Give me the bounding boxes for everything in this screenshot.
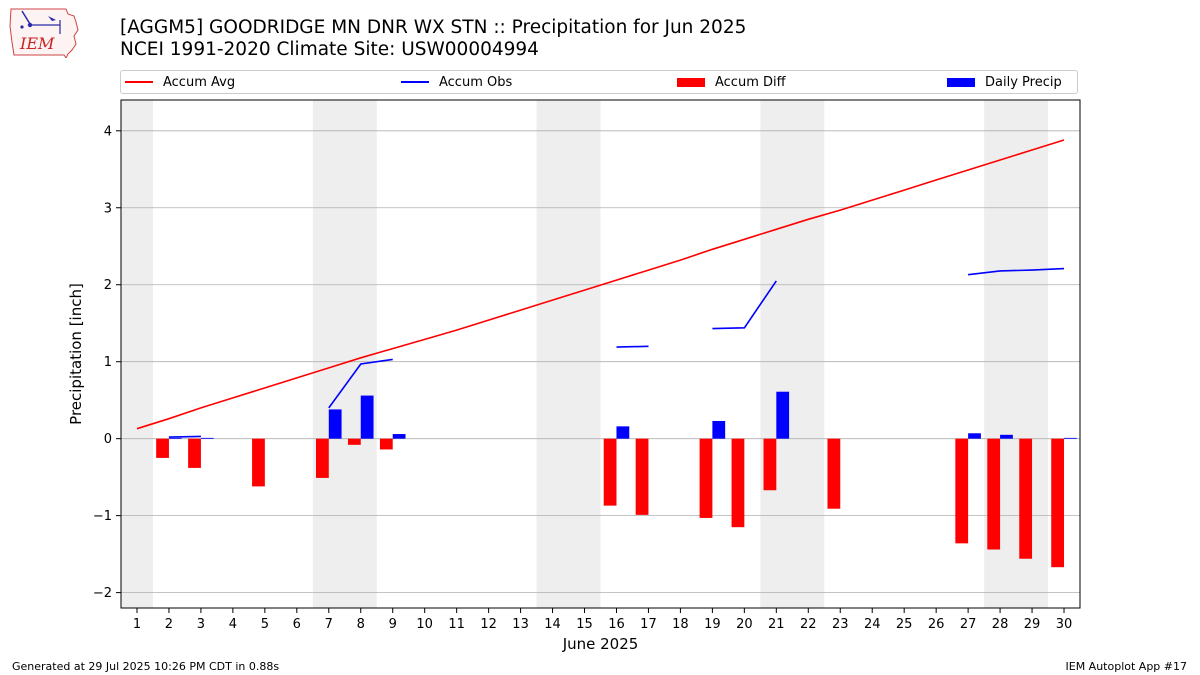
- y-tick-label: 4: [104, 124, 112, 139]
- daily-precip-bar-day-9: [392, 434, 406, 439]
- x-tick-label: 2: [165, 617, 173, 632]
- plot-frame: [120, 99, 1081, 609]
- legend-item-daily-precip: Daily Precip: [947, 71, 1062, 93]
- daily-precip-bar-day-3: [200, 437, 214, 439]
- x-tick-label: 24: [864, 617, 881, 632]
- accum-diff-bar-day-19: [699, 438, 713, 518]
- x-tick-label: 10: [416, 617, 433, 632]
- title-line-2: NCEI 1991-2020 Climate Site: USW00004994: [120, 39, 539, 60]
- daily-precip-bar-day-27: [968, 433, 981, 439]
- title-line-1: [AGGM5] GOODRIDGE MN DNR WX STN :: Preci…: [120, 17, 747, 38]
- accum-obs-line-segment-1: [328, 358, 393, 409]
- legend-label: Accum Avg: [163, 74, 236, 90]
- daily-precip-bar-day-8: [360, 395, 374, 439]
- accum-obs-line-segment-3: [712, 280, 777, 330]
- y-tick-label: −1: [93, 509, 112, 524]
- accum-diff-bar-day-3: [188, 438, 201, 468]
- y-tick-label: 0: [104, 432, 112, 447]
- accum-diff-bar-day-2: [156, 438, 169, 458]
- daily-precip-bar-day-19: [712, 420, 726, 439]
- accum-diff-bar-day-20: [731, 438, 745, 528]
- x-tick-label: 21: [768, 617, 785, 632]
- accum-diff-bar-day-27: [955, 438, 969, 544]
- daily-precip-bar-day-7: [328, 409, 342, 439]
- x-tick-label: 27: [960, 617, 977, 632]
- daily-precip-bar-day-2: [168, 437, 182, 439]
- x-tick-label: 26: [928, 617, 945, 632]
- daily-precip-bar-day-16: [616, 426, 630, 439]
- x-tick-label: 1: [133, 617, 141, 632]
- x-tick-label: 22: [800, 617, 817, 632]
- x-tick-label: 14: [544, 617, 561, 632]
- y-tick-label: 3: [104, 201, 112, 216]
- legend-item-accum-avg: Accum Avg: [125, 71, 235, 93]
- weekend-band: [312, 100, 377, 608]
- legend-label: Accum Obs: [439, 74, 513, 90]
- y-axis-label: Precipitation [inch]: [67, 283, 85, 425]
- legend-marker: [125, 81, 153, 83]
- iem-logo: IEM: [9, 8, 79, 58]
- logo-text: IEM: [19, 34, 55, 53]
- y-tick-label: 1: [104, 355, 112, 370]
- generated-timestamp: Generated at 29 Jul 2025 10:26 PM CDT in…: [12, 660, 280, 673]
- legend-marker: [947, 77, 975, 87]
- x-tick-label: 6: [293, 617, 301, 632]
- x-axis-label: June 2025: [562, 635, 639, 653]
- x-tick-label: 29: [1024, 617, 1041, 632]
- accum-diff-bar-day-17: [635, 438, 649, 515]
- daily-precip-bar-day-28: [1000, 434, 1013, 439]
- legend-label: Accum Diff: [715, 74, 786, 90]
- legend-marker: [401, 81, 429, 83]
- legend-marker: [677, 77, 705, 87]
- accum-diff-bar-day-30: [1051, 438, 1065, 568]
- legend-label: Daily Precip: [985, 74, 1062, 90]
- weekend-band: [121, 100, 153, 608]
- x-tick-label: 19: [704, 617, 721, 632]
- x-tick-label: 13: [512, 617, 529, 632]
- daily-precip-bar-day-30: [1064, 437, 1077, 439]
- x-tick-label: 12: [480, 617, 497, 632]
- x-tick-label: 7: [325, 617, 333, 632]
- x-tick-label: 28: [992, 617, 1009, 632]
- accum-diff-bar-day-28: [987, 438, 1001, 550]
- accum-obs-line-segment-2: [616, 345, 649, 348]
- accum-diff-bar-day-5: [252, 438, 265, 487]
- x-tick-label: 15: [576, 617, 593, 632]
- accum-avg-line-segment-0: [136, 139, 1065, 430]
- x-tick-label: 11: [448, 617, 465, 632]
- x-tick-label: 3: [197, 617, 205, 632]
- accum-diff-bar-day-9: [379, 438, 393, 450]
- accum-diff-bar-day-23: [827, 438, 841, 509]
- accum-diff-bar-day-7: [315, 438, 329, 478]
- x-tick-label: 18: [672, 617, 689, 632]
- x-tick-label: 9: [389, 617, 397, 632]
- y-tick-label: 2: [104, 278, 112, 293]
- x-tick-label: 17: [640, 617, 657, 632]
- legend: Accum Avg Accum Obs Accum Diff Daily Precip: [120, 70, 1078, 94]
- weekend-band: [984, 100, 1049, 608]
- accum-diff-bar-day-29: [1019, 438, 1033, 559]
- daily-precip-bar-day-21: [776, 391, 790, 439]
- x-tick-label: 4: [229, 617, 237, 632]
- accum-obs-line-segment-0: [168, 435, 201, 438]
- chart-title: [AGGM5] GOODRIDGE MN DNR WX STN :: Preci…: [120, 17, 746, 61]
- x-tick-label: 30: [1056, 617, 1073, 632]
- x-tick-label: 16: [608, 617, 625, 632]
- y-tick-label: −2: [93, 586, 112, 601]
- legend-item-accum-obs: Accum Obs: [401, 71, 512, 93]
- accum-obs-line-segment-4: [968, 267, 1065, 276]
- weekend-band: [536, 100, 601, 608]
- accum-diff-bar-day-16: [603, 438, 617, 506]
- weekend-band: [760, 100, 825, 608]
- accum-diff-bar-day-8: [347, 438, 361, 445]
- legend-item-accum-diff: Accum Diff: [677, 71, 786, 93]
- x-tick-label: 25: [896, 617, 913, 632]
- x-tick-label: 8: [357, 617, 365, 632]
- x-tick-label: 23: [832, 617, 849, 632]
- x-tick-label: 5: [261, 617, 269, 632]
- app-credit: IEM Autoplot App #17: [1065, 660, 1188, 673]
- x-tick-label: 20: [736, 617, 753, 632]
- accum-diff-bar-day-21: [763, 438, 777, 491]
